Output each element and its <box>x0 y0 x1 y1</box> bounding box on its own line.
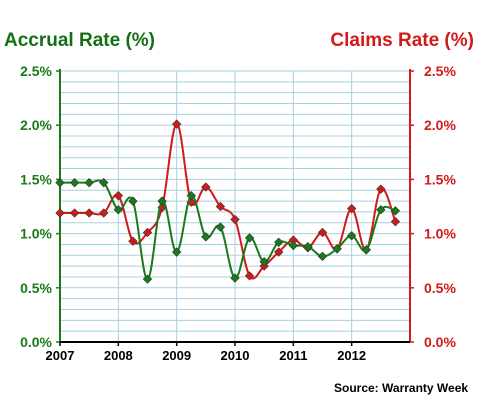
accrual-point <box>274 237 284 247</box>
claims-point <box>201 182 211 192</box>
claims-point <box>390 217 401 227</box>
x-tick-label: 2008 <box>104 348 133 363</box>
accrual-point <box>215 222 226 232</box>
x-tick-label: 2010 <box>221 348 250 363</box>
accrual-point <box>303 241 313 252</box>
claims-point <box>376 184 386 194</box>
left-tick-label: 1.0% <box>20 226 52 242</box>
accrual-point <box>128 196 138 206</box>
x-tick-label: 2012 <box>337 348 366 363</box>
left-tick-label: 2.5% <box>20 63 52 79</box>
claims-point <box>230 214 240 225</box>
accrual-point <box>244 233 255 243</box>
accrual-point <box>201 232 211 242</box>
source-note: Source: Warranty Week <box>334 381 469 395</box>
accrual-point <box>157 196 167 206</box>
left-tick-label: 0.0% <box>20 334 52 350</box>
x-tick-label: 2007 <box>46 348 75 363</box>
claims-point <box>99 208 109 218</box>
claims-point <box>84 208 94 218</box>
accrual-point <box>259 257 269 267</box>
accrual-point <box>171 247 182 257</box>
claims-point <box>244 271 255 281</box>
accrual-point <box>186 190 196 201</box>
accrual-point <box>142 274 153 284</box>
right-tick-label: 2.0% <box>424 117 456 133</box>
claims-point <box>215 201 226 212</box>
accrual-point <box>376 205 386 215</box>
claims-point <box>346 204 357 214</box>
x-tick-label: 2009 <box>162 348 191 363</box>
right-tick-label: 1.5% <box>424 171 456 187</box>
accrual-point <box>113 205 124 215</box>
accrual-point <box>346 231 357 241</box>
claims-point <box>171 119 182 129</box>
right-tick-label: 0.5% <box>424 280 456 296</box>
accrual-point <box>288 240 299 251</box>
claims-point <box>317 227 328 238</box>
left-tick-label: 1.5% <box>20 171 52 187</box>
right-tick-label: 2.5% <box>424 63 456 79</box>
left-tick-label: 2.0% <box>20 117 52 133</box>
claims-point <box>113 190 124 201</box>
claims-point <box>142 227 153 238</box>
claims-point <box>69 208 80 218</box>
accrual-point <box>317 251 328 262</box>
accrual-point <box>99 177 109 188</box>
claims-point <box>288 235 299 245</box>
claims-rate-title: Claims Rate (%) <box>330 30 474 51</box>
right-tick-label: 0.0% <box>424 334 456 350</box>
accrual-rate-title: Accrual Rate (%) <box>4 30 155 51</box>
accrual-point <box>332 244 342 254</box>
claims-point <box>274 247 284 257</box>
x-tick-label: 2011 <box>279 348 307 363</box>
claims-point <box>128 236 138 246</box>
accrual-point <box>84 177 94 188</box>
right-tick-label: 1.0% <box>424 226 456 242</box>
accrual-point <box>55 177 65 188</box>
left-tick-label: 0.5% <box>20 280 52 296</box>
accrual-point <box>230 273 240 283</box>
accrual-point <box>390 206 401 216</box>
accrual-point <box>361 245 371 255</box>
accrual-point <box>69 177 80 188</box>
claims-point <box>55 208 65 218</box>
